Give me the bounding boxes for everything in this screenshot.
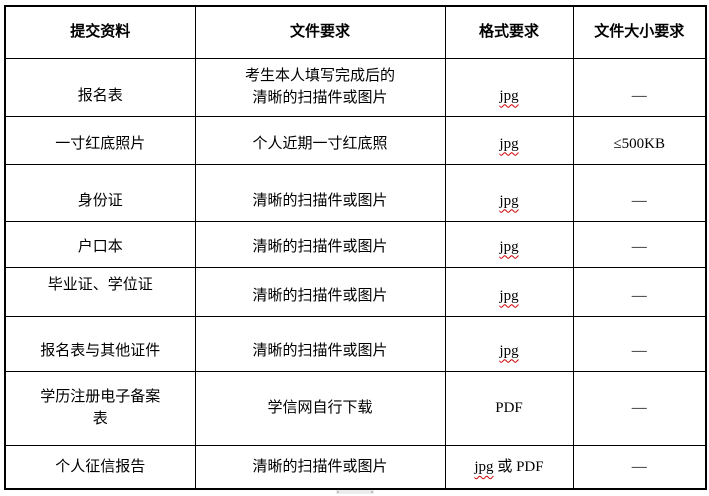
cell-size: — xyxy=(572,444,707,490)
table-row: 报名表与其他证件 清晰的扫描件或图片 jpg — xyxy=(4,315,707,372)
handle-dot-right xyxy=(371,491,373,493)
table-row: 个人征信报告 清晰的扫描件或图片 jpg 或 PDF — xyxy=(4,444,707,490)
cell-size: — xyxy=(572,266,707,317)
table-row: 毕业证、学位证 清晰的扫描件或图片 jpg — xyxy=(4,266,707,317)
format-jpg-text: jpg xyxy=(474,458,494,475)
cell-requirement: 清晰的扫描件或图片 xyxy=(194,266,446,317)
cell-material: 户口本 xyxy=(4,220,196,268)
format-plain-text: PDF xyxy=(495,400,523,416)
format-plain-text: 或 PDF xyxy=(493,458,544,475)
cell-requirement: 考生本人填写完成后的 清晰的扫描件或图片 xyxy=(194,57,446,117)
format-jpg-text: jpg xyxy=(499,238,519,255)
format-jpg-text: jpg xyxy=(499,135,519,152)
cell-material: 个人征信报告 xyxy=(4,444,196,490)
table-row: 报名表 考生本人填写完成后的 清晰的扫描件或图片 jpg — xyxy=(4,57,707,117)
column-header-size: 文件大小要求 xyxy=(572,5,707,59)
table-header: 提交资料 文件要求 格式要求 文件大小要求 xyxy=(4,5,707,59)
cell-material: 报名表与其他证件 xyxy=(4,315,196,372)
table-row: 身份证 清晰的扫描件或图片 jpg — xyxy=(4,163,707,222)
format-jpg-text: jpg xyxy=(499,287,519,304)
cell-format: jpg 或 PDF xyxy=(444,444,574,490)
column-header-material: 提交资料 xyxy=(4,5,196,59)
cell-material: 报名表 xyxy=(4,57,196,117)
cell-format: jpg xyxy=(444,115,574,165)
table-resize-handle xyxy=(336,490,374,494)
cell-requirement: 清晰的扫描件或图片 xyxy=(194,220,446,268)
header-row: 提交资料 文件要求 格式要求 文件大小要求 xyxy=(4,5,707,59)
cell-material: 身份证 xyxy=(4,163,196,222)
cell-format: jpg xyxy=(444,266,574,317)
table-row: 户口本 清晰的扫描件或图片 jpg — xyxy=(4,220,707,268)
cell-requirement: 清晰的扫描件或图片 xyxy=(194,444,446,490)
column-header-format: 格式要求 xyxy=(444,5,574,59)
cell-format: jpg xyxy=(444,315,574,372)
cell-size: — xyxy=(572,370,707,446)
format-jpg-text: jpg xyxy=(499,87,519,104)
cell-format: jpg xyxy=(444,57,574,117)
format-jpg-text: jpg xyxy=(499,342,519,359)
cell-material: 一寸红底照片 xyxy=(4,115,196,165)
table-body: 报名表 考生本人填写完成后的 清晰的扫描件或图片 jpg — 一寸红底照片 个人… xyxy=(4,57,707,490)
cell-size: — xyxy=(572,57,707,117)
cell-material: 毕业证、学位证 xyxy=(4,266,196,317)
cell-format: jpg xyxy=(444,220,574,268)
cell-size: — xyxy=(572,315,707,372)
cell-size: — xyxy=(572,220,707,268)
format-jpg-text: jpg xyxy=(499,192,519,209)
cell-requirement: 学信网自行下载 xyxy=(194,370,446,446)
cell-material: 学历注册电子备案 表 xyxy=(4,370,196,446)
cell-format: PDF xyxy=(444,370,574,446)
cell-format: jpg xyxy=(444,163,574,222)
requirements-table: 提交资料 文件要求 格式要求 文件大小要求 报名表 考生本人填写完成后的 清晰的… xyxy=(4,5,707,490)
cell-size: ≤500KB xyxy=(572,115,707,165)
table-row: 学历注册电子备案 表 学信网自行下载 PDF — xyxy=(4,370,707,446)
handle-dot-left xyxy=(337,491,339,493)
cell-requirement: 清晰的扫描件或图片 xyxy=(194,315,446,372)
cell-size: — xyxy=(572,163,707,222)
column-header-requirement: 文件要求 xyxy=(194,5,446,59)
cell-requirement: 清晰的扫描件或图片 xyxy=(194,163,446,222)
table-row: 一寸红底照片 个人近期一寸红底照 jpg ≤500KB xyxy=(4,115,707,165)
cell-requirement: 个人近期一寸红底照 xyxy=(194,115,446,165)
